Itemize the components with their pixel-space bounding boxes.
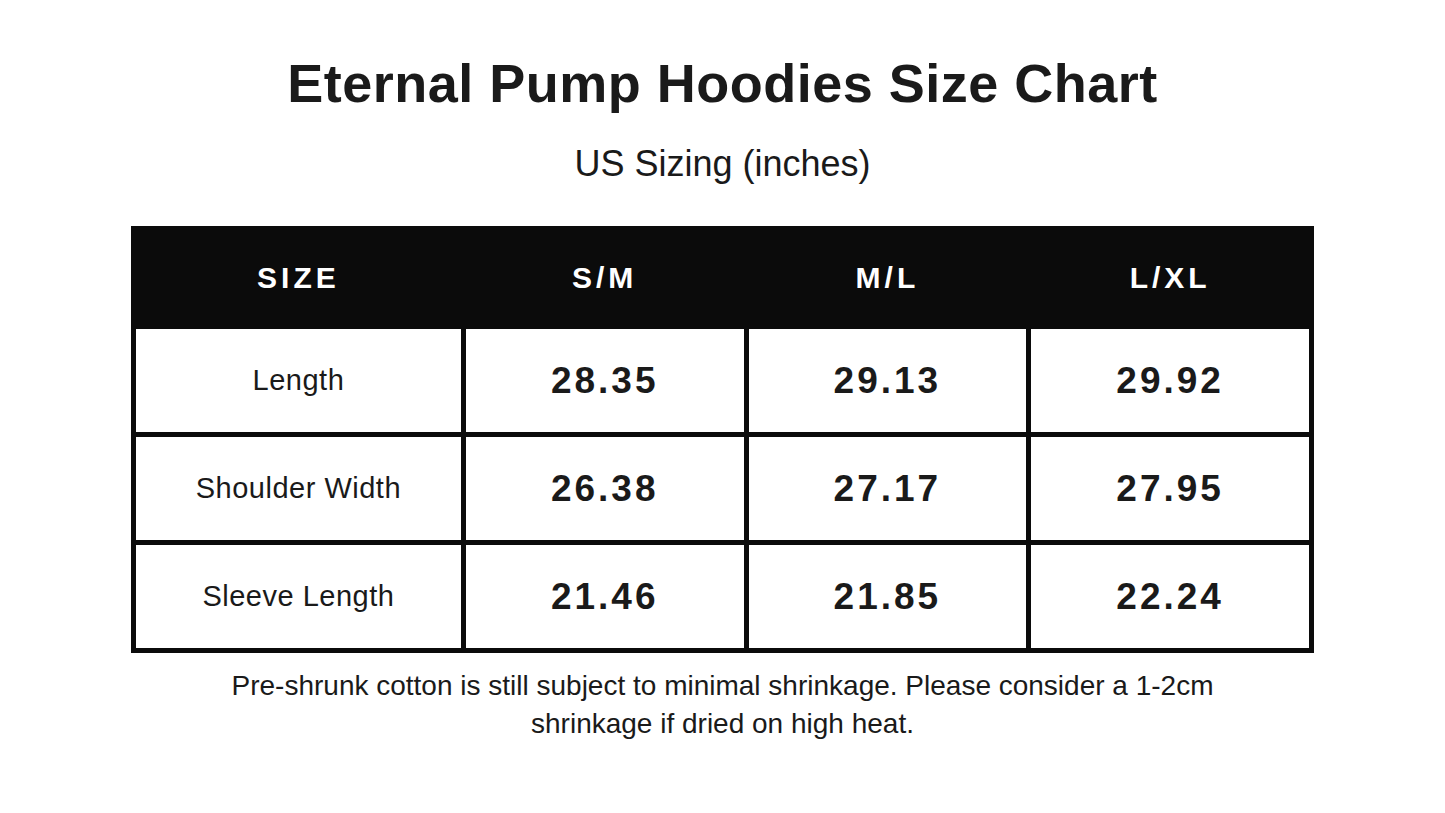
page-title: Eternal Pump Hoodies Size Chart: [0, 0, 1445, 114]
cell-length-lxl: 29.92: [1029, 327, 1312, 435]
size-chart-page: Eternal Pump Hoodies Size Chart US Sizin…: [0, 0, 1445, 813]
size-table: SIZE S/M M/L L/XL Length 28.35 29.13 29.…: [131, 226, 1314, 653]
row-label-shoulder-width: Shoulder Width: [134, 435, 464, 543]
cell-length-ml: 29.13: [746, 327, 1029, 435]
page-subtitle: US Sizing (inches): [0, 142, 1445, 186]
shrinkage-note-line2: shrinkage if dried on high heat.: [0, 705, 1445, 743]
shrinkage-note-line1: Pre-shrunk cotton is still subject to mi…: [0, 667, 1445, 705]
cell-sleeve-sm: 21.46: [463, 543, 746, 651]
row-label-length: Length: [134, 327, 464, 435]
shrinkage-note: Pre-shrunk cotton is still subject to mi…: [0, 667, 1445, 743]
column-header-ml: M/L: [746, 229, 1029, 327]
column-header-size: SIZE: [134, 229, 464, 327]
table-header-row: SIZE S/M M/L L/XL: [134, 229, 1312, 327]
cell-shoulder-ml: 27.17: [746, 435, 1029, 543]
table-row: Shoulder Width 26.38 27.17 27.95: [134, 435, 1312, 543]
cell-sleeve-lxl: 22.24: [1029, 543, 1312, 651]
column-header-lxl: L/XL: [1029, 229, 1312, 327]
table-row: Length 28.35 29.13 29.92: [134, 327, 1312, 435]
column-header-sm: S/M: [463, 229, 746, 327]
cell-shoulder-lxl: 27.95: [1029, 435, 1312, 543]
table-row: Sleeve Length 21.46 21.85 22.24: [134, 543, 1312, 651]
cell-sleeve-ml: 21.85: [746, 543, 1029, 651]
cell-shoulder-sm: 26.38: [463, 435, 746, 543]
cell-length-sm: 28.35: [463, 327, 746, 435]
row-label-sleeve-length: Sleeve Length: [134, 543, 464, 651]
